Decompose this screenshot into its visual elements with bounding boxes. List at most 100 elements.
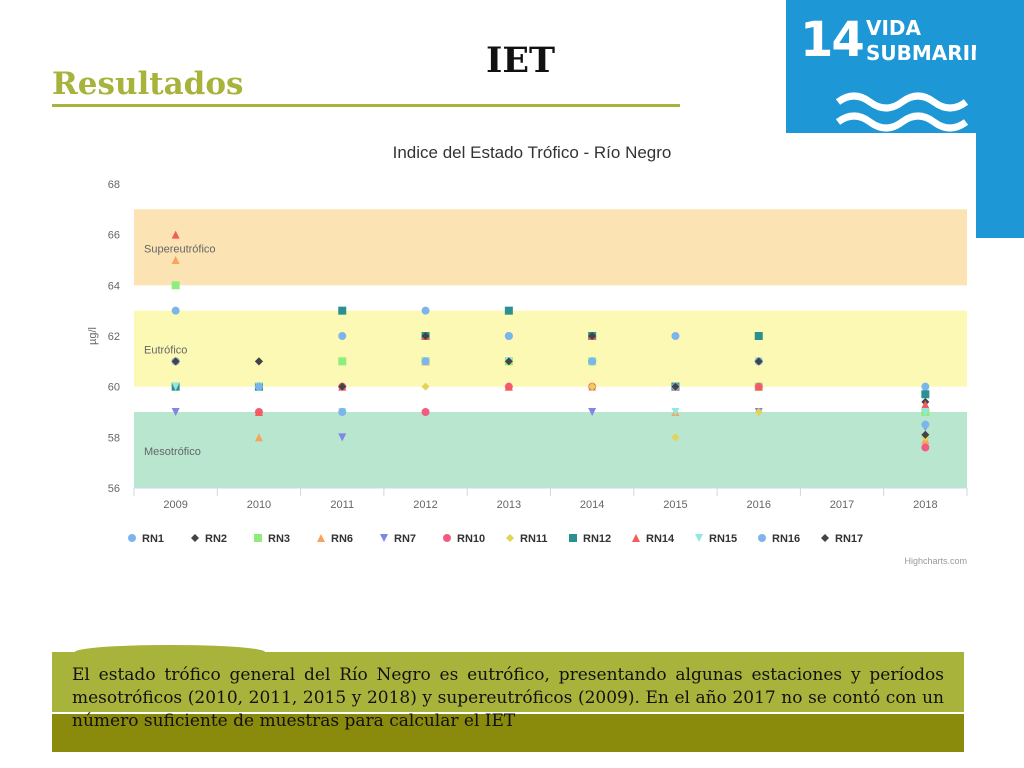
heading-underline [52, 104, 680, 107]
data-point-RN11 [754, 408, 763, 416]
caption-bottom-bar [52, 714, 964, 752]
y-tick-label: 56 [108, 483, 120, 495]
x-tick-label: 2012 [413, 499, 437, 511]
data-point-RN12 [754, 332, 763, 340]
sdg-number: 14 [800, 12, 865, 68]
plot-band-label-0: Supereutrófico [144, 243, 216, 255]
data-point-RN12 [921, 390, 930, 399]
plot-band-2 [134, 412, 967, 488]
x-tick-label: 2014 [580, 499, 604, 511]
legend-marker-RN1 [128, 534, 136, 542]
data-point-RN16 [921, 420, 930, 429]
data-point-RN17 [421, 332, 430, 340]
x-tick-label: 2011 [330, 499, 354, 511]
legend-label-RN2: RN2 [205, 533, 227, 545]
plot-band-1 [134, 310, 967, 387]
legend-label-RN12: RN12 [583, 533, 611, 545]
data-point-RN15 [921, 408, 930, 416]
legend-marker-RN3 [254, 534, 262, 542]
data-point-RN11 [588, 382, 597, 391]
waves-icon [836, 92, 968, 132]
data-point-RN7 [588, 408, 597, 416]
x-tick-label: 2010 [247, 499, 271, 511]
legend-label-RN17: RN17 [835, 533, 863, 545]
data-point-RN14 [171, 230, 180, 239]
data-point-RN11 [421, 382, 430, 391]
y-tick-label: 60 [108, 382, 120, 394]
data-point-RN1 [171, 306, 180, 315]
legend-marker-RN16 [758, 534, 766, 542]
x-tick-label: 2016 [747, 499, 771, 511]
legend-label-RN7: RN7 [394, 533, 416, 545]
x-tick-label: 2013 [497, 499, 521, 511]
x-tick-label: 2018 [913, 499, 937, 511]
plot-band-label-2: Mesotrófico [144, 446, 201, 458]
data-point-RN12 [338, 306, 347, 315]
y-tick-label: 68 [108, 179, 120, 191]
sdg-badge-strip [976, 0, 1024, 238]
y-tick-label: 58 [108, 432, 120, 444]
data-point-RN14 [504, 382, 513, 391]
legend-marker-RN6 [317, 534, 325, 542]
data-point-RN17 [254, 357, 263, 366]
data-point-RN1 [338, 332, 347, 340]
sdg-label-line1: VIDA [866, 16, 921, 40]
data-point-RN3 [338, 357, 347, 366]
legend-marker-RN11 [506, 534, 514, 542]
legend-marker-RN7 [380, 534, 388, 542]
data-point-RN14 [254, 408, 263, 416]
data-point-RN7 [338, 433, 347, 442]
legend-label-RN14: RN14 [646, 533, 675, 545]
data-point-RN15 [171, 382, 180, 391]
sdg-badge: 14 VIDA SUBMARINA [786, 0, 1002, 133]
x-tick-label: 2015 [663, 499, 687, 511]
data-point-RN3 [171, 281, 180, 290]
legend-marker-RN12 [569, 534, 577, 542]
data-point-RN1 [671, 332, 680, 340]
data-point-RN12 [504, 306, 513, 315]
data-point-RN10 [421, 408, 430, 416]
data-point-RN16 [254, 382, 263, 391]
slide-title: IET [486, 40, 556, 81]
legend-marker-RN15 [695, 534, 703, 542]
data-point-RN14 [921, 400, 930, 409]
data-point-RN16 [421, 357, 430, 366]
data-point-RN17 [171, 357, 180, 366]
caption-box [52, 652, 964, 712]
chart-credit: Highcharts.com [904, 556, 967, 566]
data-point-RN6 [254, 433, 263, 442]
data-point-RN17 [671, 382, 680, 391]
legend-marker-RN17 [821, 534, 829, 542]
data-point-RN16 [588, 357, 597, 366]
data-point-RN1 [921, 382, 930, 391]
data-point-RN14 [754, 382, 763, 391]
trophic-index-chart: Indice del Estado Trófico - Río Negro Sup… [87, 143, 968, 566]
data-point-RN17 [338, 382, 347, 391]
y-tick-label: 64 [108, 280, 120, 292]
data-point-RN10 [921, 443, 930, 452]
plot-band-label-1: Eutrófico [144, 345, 187, 357]
data-point-RN16 [338, 408, 347, 416]
x-tick-label: 2017 [830, 499, 854, 511]
series-RN17 [171, 332, 930, 439]
data-point-RN1 [421, 306, 430, 315]
chart-title: Indice del Estado Trófico - Río Negro [393, 143, 672, 162]
legend-label-RN6: RN6 [331, 533, 353, 545]
legend-label-RN3: RN3 [268, 533, 290, 545]
data-point-RN7 [171, 408, 180, 416]
plot-band-0 [134, 209, 967, 286]
data-point-RN17 [588, 332, 597, 340]
summary-text: El estado trófico general del Río Negro … [72, 665, 944, 731]
legend-label-RN16: RN16 [772, 533, 800, 545]
y-tick-label: 66 [108, 230, 120, 242]
data-point-RN17 [921, 430, 930, 439]
data-point-RN11 [671, 433, 680, 442]
legend-marker-RN14 [632, 534, 640, 542]
data-point-RN15 [671, 408, 680, 416]
y-axis-title: µg/l [87, 327, 99, 345]
legend-marker-RN10 [443, 534, 451, 542]
y-tick-label: 62 [108, 331, 120, 343]
legend-label-RN10: RN10 [457, 533, 485, 545]
data-point-RN17 [504, 357, 513, 366]
legend-label-RN11: RN11 [520, 533, 548, 545]
